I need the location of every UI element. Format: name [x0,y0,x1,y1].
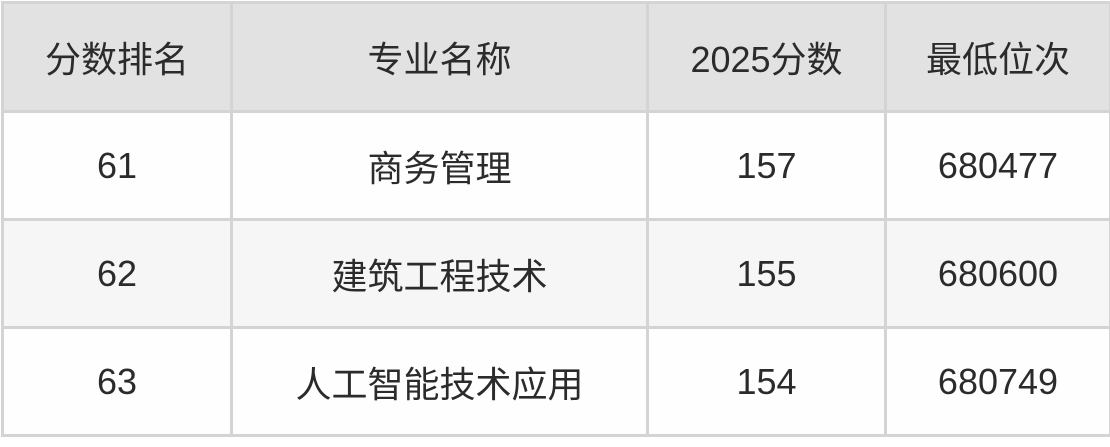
column-header-lowest-rank: 最低位次 [884,1,1110,113]
cell-2025-score: 154 [646,326,887,437]
table-row: 62 建筑工程技术 155 680600 [1,218,1110,329]
table-header-row: 分数排名 专业名称 2025分数 最低位次 [1,1,1110,113]
cell-score-rank: 63 [1,326,233,437]
cell-lowest-rank: 680600 [884,218,1110,329]
cell-major-name: 建筑工程技术 [230,218,649,329]
cell-lowest-rank: 680749 [884,326,1110,437]
column-header-major-name: 专业名称 [230,1,649,113]
cell-lowest-rank: 680477 [884,110,1110,221]
table-row: 61 商务管理 157 680477 [1,110,1110,221]
cell-major-name: 商务管理 [230,110,649,221]
column-header-2025-score: 2025分数 [646,1,887,113]
cell-2025-score: 155 [646,218,887,329]
column-header-score-rank: 分数排名 [1,1,233,113]
cell-score-rank: 62 [1,218,233,329]
admission-score-table: 分数排名 专业名称 2025分数 最低位次 61 商务管理 157 680477… [1,1,1110,437]
cell-major-name: 人工智能技术应用 [230,326,649,437]
cell-2025-score: 157 [646,110,887,221]
table-row: 63 人工智能技术应用 154 680749 [1,326,1110,437]
cell-score-rank: 61 [1,110,233,221]
